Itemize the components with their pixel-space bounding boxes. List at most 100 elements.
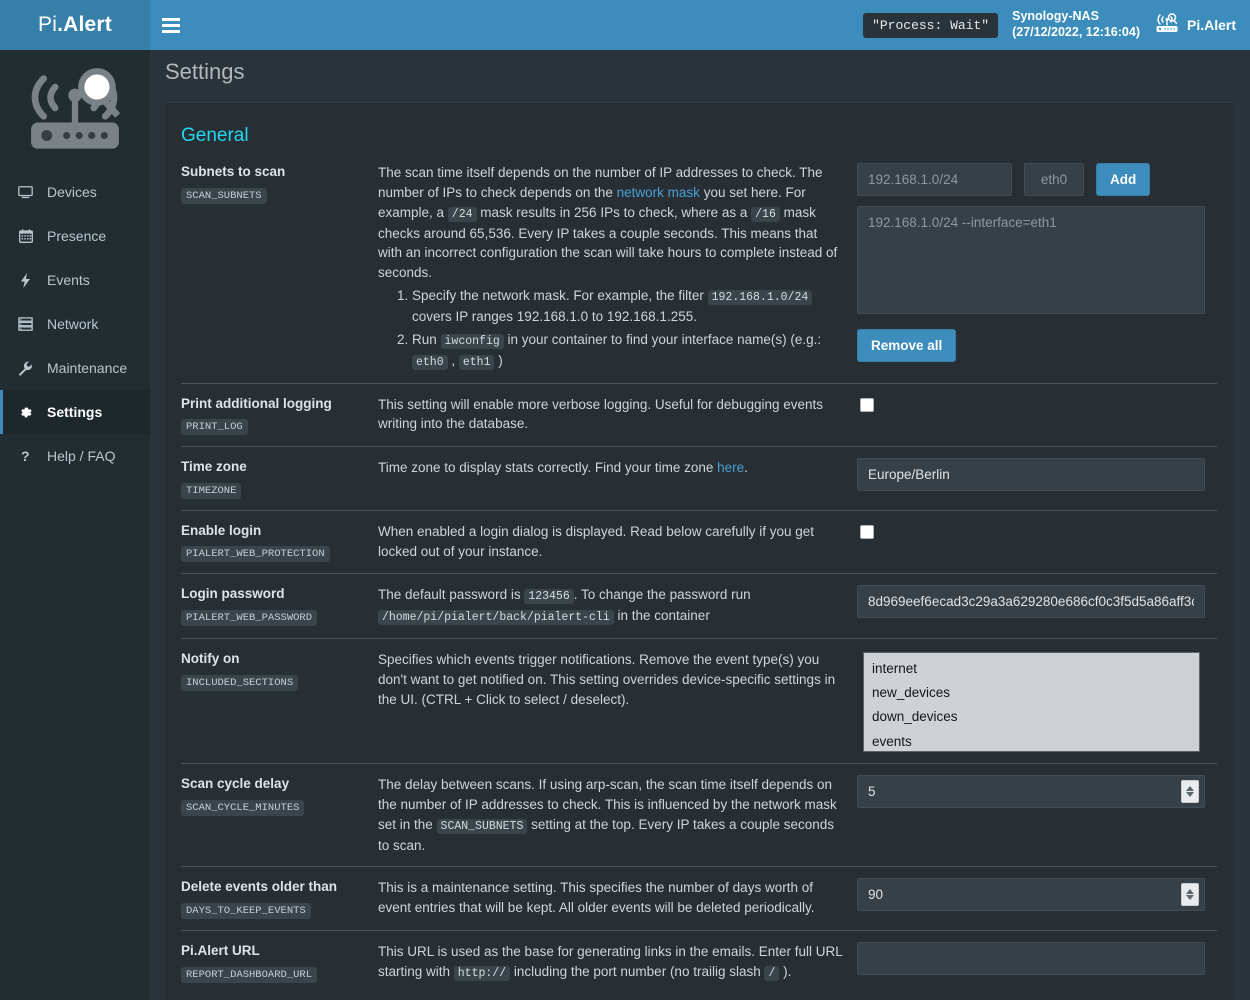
code-filter-example: 192.168.1.0/24 [707, 290, 813, 306]
brand-logo[interactable]: Pi .Alert [0, 0, 150, 50]
top-navbar: Pi .Alert "Process: Wait" Synology-NAS (2… [0, 0, 1250, 50]
setting-label-block: Notify on INCLUDED_SECTIONS [181, 650, 378, 752]
setting-control: Add Remove all [857, 163, 1217, 372]
sidebar-logo-icon [0, 50, 150, 170]
scan-cycle-input[interactable] [857, 775, 1205, 809]
sidebar-item-presence[interactable]: Presence [0, 214, 150, 258]
number-stepper[interactable] [1181, 780, 1199, 804]
add-subnet-button[interactable]: Add [1096, 163, 1151, 196]
sidebar-item-events[interactable]: Events [0, 258, 150, 302]
desc-part: ). [779, 963, 792, 979]
setting-row-print-log: Print additional logging PRINT_LOG This … [181, 382, 1217, 447]
setting-label-block: Login password PIALERT_WEB_PASSWORD [181, 585, 378, 627]
brand-text-light: Pi [38, 13, 58, 36]
sidebar-item-help-faq[interactable]: ? Help / FAQ [0, 434, 150, 478]
remove-all-button[interactable]: Remove all [857, 329, 957, 362]
timezone-input[interactable] [857, 458, 1205, 492]
interface-input[interactable] [1024, 163, 1084, 196]
setting-control [857, 395, 1217, 436]
setting-code: TIMEZONE [181, 482, 242, 499]
setting-row-dashboard-url: Pi.Alert URL REPORT_DASHBOARD_URL This U… [181, 930, 1217, 994]
setting-code: SCAN_SUBNETS [181, 187, 267, 204]
sidebar-item-label: Settings [47, 404, 103, 420]
desc-part: This URL is used as the base for generat… [378, 944, 843, 979]
multiselect-option[interactable]: down_devices [872, 709, 958, 725]
setting-row-delete-events: Delete events older than DAYS_TO_KEEP_EV… [181, 866, 1217, 930]
brand-text-bold: .Alert [57, 13, 112, 36]
desc-part: . To change the password run [573, 587, 751, 603]
subnet-input[interactable] [857, 163, 1012, 196]
instruction-item: Specify the network mask. For example, t… [412, 286, 843, 327]
setting-row-scan-cycle: Scan cycle delay SCAN_CYCLE_MINUTES The … [181, 763, 1217, 866]
desc-part: The delay between scans. If using arp-sc… [378, 777, 837, 832]
setting-description: When enabled a login dialog is displayed… [378, 523, 815, 559]
code-scan-subnets: SCAN_SUBNETS [436, 818, 528, 834]
desc-part: Specify the network mask. For example, t… [412, 288, 708, 304]
network-mask-link[interactable]: network mask [616, 184, 700, 200]
sidebar-item-maintenance[interactable]: Maintenance [0, 346, 150, 390]
process-status-badge: "Process: Wait" [863, 12, 999, 38]
number-stepper[interactable] [1181, 883, 1199, 907]
router-scan-icon [1154, 12, 1180, 39]
code-default-password: 123456 [524, 589, 574, 605]
delete-events-input[interactable] [857, 878, 1205, 912]
sidebar-item-devices[interactable]: Devices [0, 170, 150, 214]
desc-part: The default password is [378, 587, 525, 603]
setting-code: PIALERT_WEB_PROTECTION [181, 546, 330, 563]
enable-login-checkbox[interactable] [860, 524, 874, 539]
setting-label: Login password [181, 586, 285, 602]
nas-timestamp: (27/12/2022, 12:16:04) [1012, 25, 1140, 39]
code-slash: / [764, 965, 780, 981]
desc-part: , [447, 352, 459, 368]
setting-control [857, 585, 1217, 627]
sidebar-item-network[interactable]: Network [0, 302, 150, 346]
subnets-textarea[interactable] [857, 206, 1205, 314]
login-password-input[interactable] [857, 585, 1205, 619]
sidebar-item-label: Events [47, 272, 90, 288]
code-mask-24: /24 [447, 206, 477, 222]
setting-description: The scan time itself depends on the numb… [378, 163, 857, 372]
timezone-here-link[interactable]: here [717, 460, 745, 476]
setting-code: PIALERT_WEB_PASSWORD [181, 609, 318, 626]
setting-control [857, 942, 1217, 983]
setting-code: INCLUDED_SECTIONS [181, 674, 299, 691]
desc-part: in the container [613, 608, 710, 624]
setting-control: internet new_devices down_devices events [857, 650, 1217, 753]
setting-instructions: Specify the network mask. For example, t… [378, 286, 843, 372]
subnet-input-group: Add [857, 163, 1217, 196]
wrench-icon [17, 361, 34, 376]
section-heading-general: General [181, 125, 249, 146]
multiselect-option[interactable]: internet [872, 661, 918, 677]
setting-code: REPORT_DASHBOARD_URL [181, 966, 318, 983]
code-eth0: eth0 [412, 354, 448, 370]
setting-control [857, 775, 1217, 855]
topbar-logo[interactable]: Pi.Alert [1154, 12, 1236, 39]
multiselect-option[interactable]: events [872, 733, 912, 749]
code-pialert-cli: /home/pi/pialert/back/pialert-cli [378, 610, 614, 626]
setting-label-block: Enable login PIALERT_WEB_PROTECTION [181, 522, 378, 563]
notify-on-multiselect[interactable]: internet new_devices down_devices events [863, 652, 1200, 753]
code-http-prefix: http:// [453, 965, 511, 981]
setting-description: Time zone to display stats correctly. Fi… [378, 458, 857, 499]
question-icon: ? [17, 449, 34, 464]
dashboard-url-input[interactable] [857, 942, 1205, 976]
setting-code: SCAN_CYCLE_MINUTES [181, 799, 305, 816]
setting-control [857, 458, 1217, 499]
scan-cycle-number-wrap [857, 775, 1205, 809]
setting-description: This URL is used as the base for generat… [378, 942, 857, 983]
multiselect-option[interactable]: new_devices [872, 685, 951, 701]
bolt-icon [17, 272, 34, 288]
setting-label-block: Print additional logging PRINT_LOG [181, 395, 378, 436]
desc-part: Time zone to display stats correctly. Fi… [378, 460, 718, 476]
setting-label-block: Scan cycle delay SCAN_CYCLE_MINUTES [181, 775, 378, 855]
hamburger-icon[interactable] [150, 0, 192, 50]
sidebar-item-settings[interactable]: Settings [0, 390, 150, 434]
monitor-icon [17, 185, 34, 199]
setting-label: Pi.Alert URL [181, 943, 260, 959]
gear-icon [17, 405, 34, 420]
print-log-checkbox[interactable] [860, 397, 874, 412]
calendar-icon [17, 229, 34, 243]
setting-row-enable-login: Enable login PIALERT_WEB_PROTECTION When… [181, 509, 1217, 574]
setting-row-scan-subnets: Subnets to scan SCAN_SUBNETS The scan ti… [181, 161, 1217, 383]
setting-label: Subnets to scan [181, 164, 286, 179]
